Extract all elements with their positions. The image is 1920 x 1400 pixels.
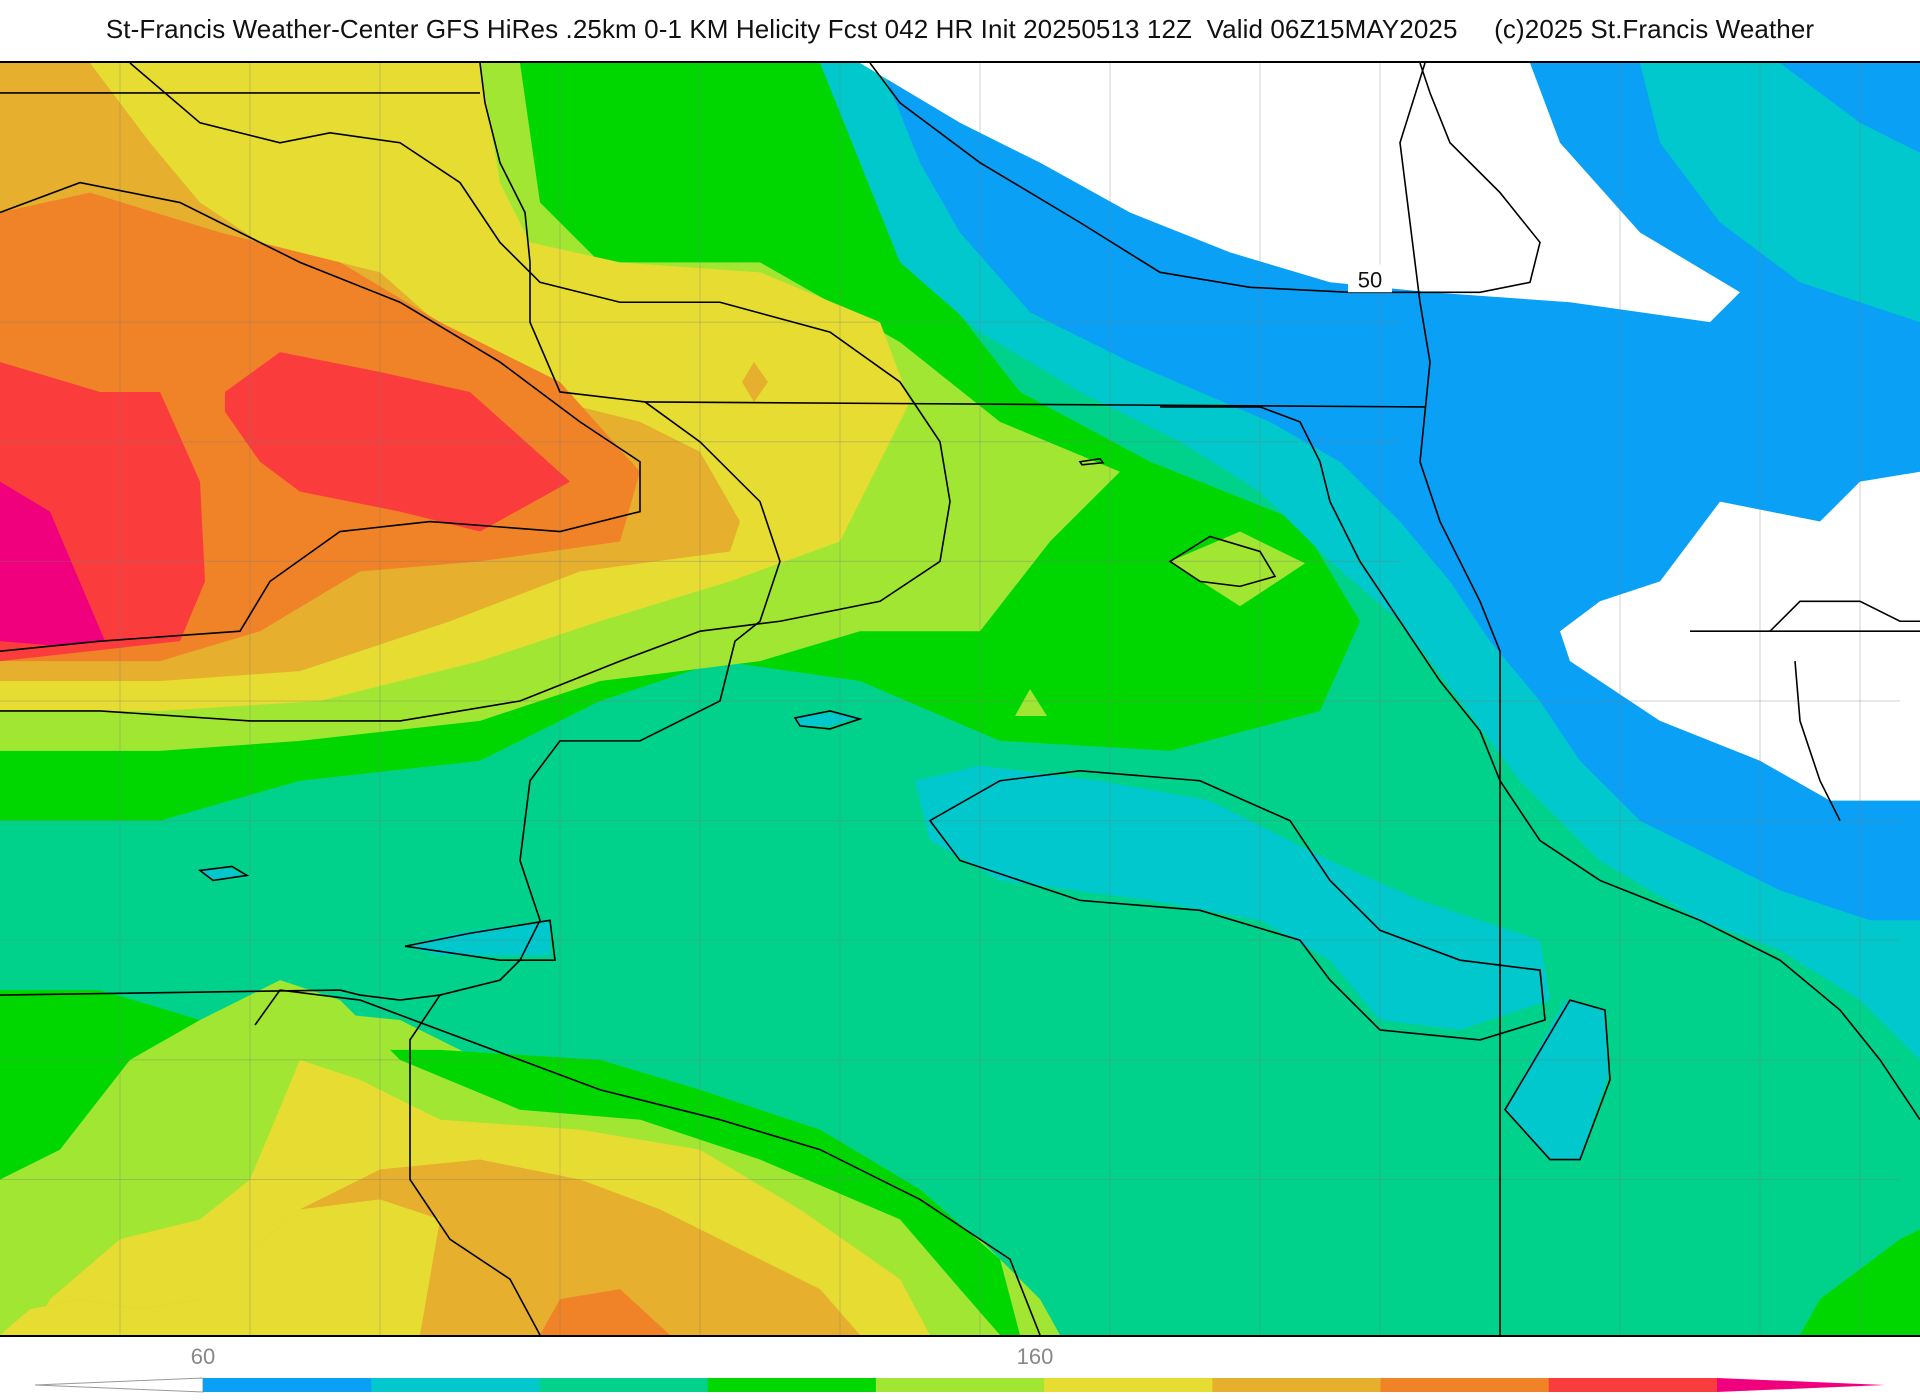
scale-bin-5 [875,1378,1045,1392]
scale-bin-2 [371,1378,540,1392]
scale-bin-4 [707,1378,877,1392]
color-scale-bins [34,1377,1885,1393]
scale-bin-0 [34,1377,204,1393]
field-blue-ne-2 [1780,63,1920,153]
scale-bin-7 [1212,1378,1382,1392]
scale-bin-1 [203,1378,372,1392]
scale-tick-60: 60 [191,1344,215,1369]
field-teal-small-1 [795,712,860,726]
field-green-se [1800,1229,1920,1335]
field-teal-small-2 [405,920,550,956]
scale-bin-9 [1548,1378,1718,1392]
contour-label-bg [1348,264,1392,293]
field-white-ne-2 [1560,471,1920,801]
field-teal-central [915,765,1550,1030]
color-scale-bar: 60 160 [34,1344,1885,1393]
field-white-ne [860,63,1740,323]
scale-bin-10 [1717,1378,1885,1392]
field-teal-small-3 [200,868,245,881]
contour-label-50: 50 [1358,267,1382,292]
scale-bin-3 [539,1378,709,1392]
scale-bin-6 [1044,1378,1213,1392]
field-orange-diamond [742,362,768,402]
scale-tick-160: 160 [1017,1344,1054,1369]
helicity-map: 50 [0,61,1920,1337]
field-magenta-nw [0,481,105,647]
field-lightorange-sw-cut [0,1199,440,1335]
field-orange-sw [540,1289,670,1335]
field-lightgreen-spike [1015,689,1047,716]
contour-lines [0,63,1920,1335]
field-red-nw-2 [225,352,570,532]
field-lightgreen-diamond [1170,531,1305,607]
scale-bin-8 [1380,1378,1550,1392]
field-teal-se [1505,1000,1610,1160]
map-title: St-Francis Weather-Center GFS HiRes .25k… [105,14,1815,44]
